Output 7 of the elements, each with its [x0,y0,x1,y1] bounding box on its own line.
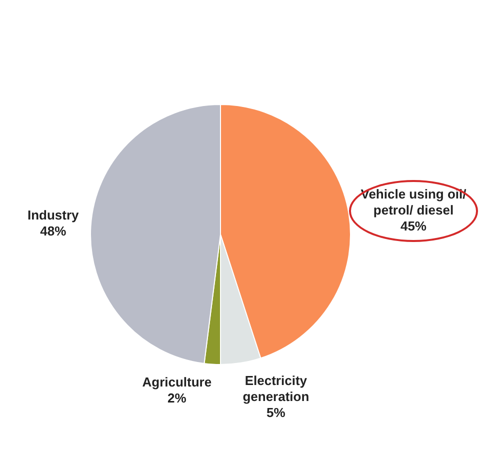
data-label: 2% [168,390,187,406]
slice-label: Industry [27,208,80,223]
slice-label: Electricity generation [242,372,310,404]
data-label: 45% [400,218,427,234]
slice-label: Agriculture [142,374,212,390]
data-label: 5% [266,404,286,420]
data-label: 48% [40,224,67,239]
